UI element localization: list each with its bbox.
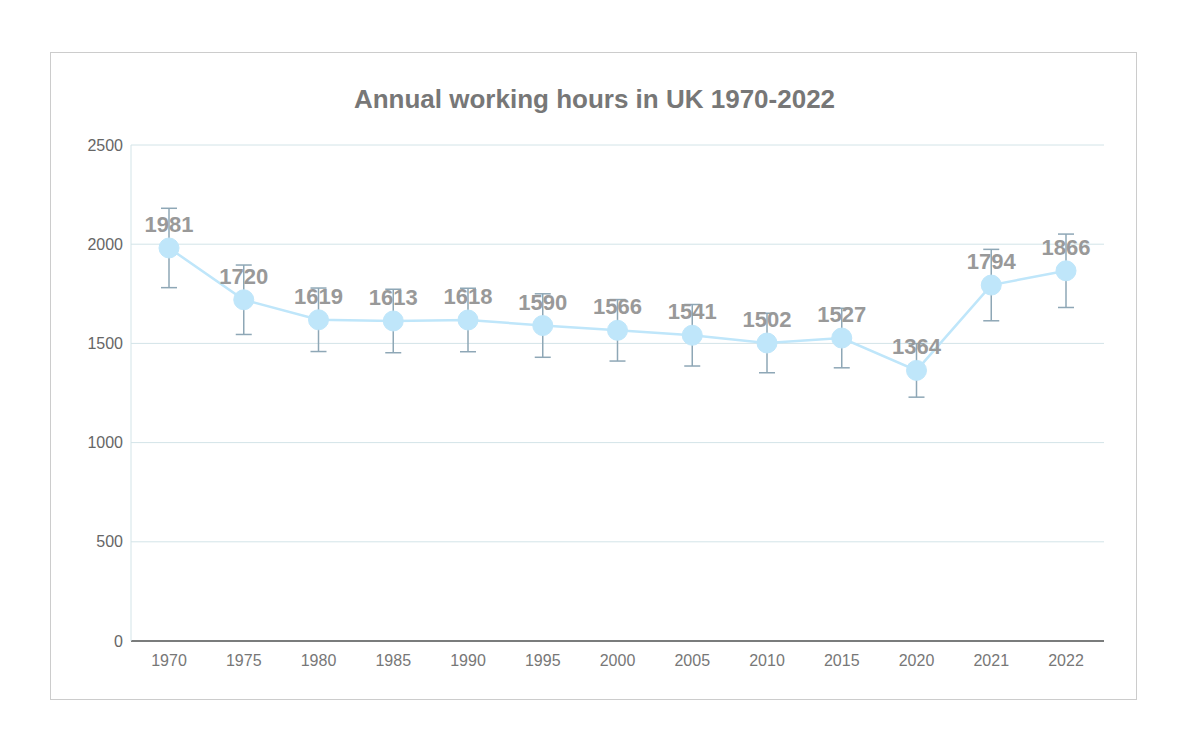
svg-text:1985: 1985	[375, 652, 411, 669]
svg-text:1794: 1794	[967, 249, 1017, 274]
svg-text:1500: 1500	[87, 335, 123, 352]
svg-text:0: 0	[114, 633, 123, 650]
svg-text:1502: 1502	[743, 307, 792, 332]
svg-text:2022: 2022	[1048, 652, 1084, 669]
svg-text:2005: 2005	[674, 652, 710, 669]
svg-text:1975: 1975	[226, 652, 262, 669]
svg-text:1590: 1590	[518, 290, 567, 315]
svg-text:1619: 1619	[294, 284, 343, 309]
svg-text:1995: 1995	[525, 652, 561, 669]
svg-text:1981: 1981	[145, 212, 194, 237]
svg-text:1541: 1541	[668, 299, 717, 324]
svg-text:1720: 1720	[219, 264, 268, 289]
svg-text:1527: 1527	[817, 302, 866, 327]
svg-text:500: 500	[96, 533, 123, 550]
svg-text:1970: 1970	[151, 652, 187, 669]
svg-text:2015: 2015	[824, 652, 860, 669]
svg-text:2020: 2020	[899, 652, 935, 669]
svg-text:1990: 1990	[450, 652, 486, 669]
svg-text:1566: 1566	[593, 294, 642, 319]
svg-text:1980: 1980	[301, 652, 337, 669]
svg-text:2500: 2500	[87, 137, 123, 154]
svg-text:1000: 1000	[87, 434, 123, 451]
svg-text:2021: 2021	[973, 652, 1009, 669]
svg-text:2010: 2010	[749, 652, 785, 669]
svg-text:1613: 1613	[369, 285, 418, 310]
svg-text:1866: 1866	[1042, 235, 1091, 260]
html-text:Annual working hours in UK 197: Annual working hours in UK 1970-2022	[353, 84, 836, 114]
svg-text:2000: 2000	[600, 652, 636, 669]
svg-text:2000: 2000	[87, 236, 123, 253]
svg-text:1364: 1364	[892, 334, 942, 359]
svg-text:1618: 1618	[444, 284, 493, 309]
